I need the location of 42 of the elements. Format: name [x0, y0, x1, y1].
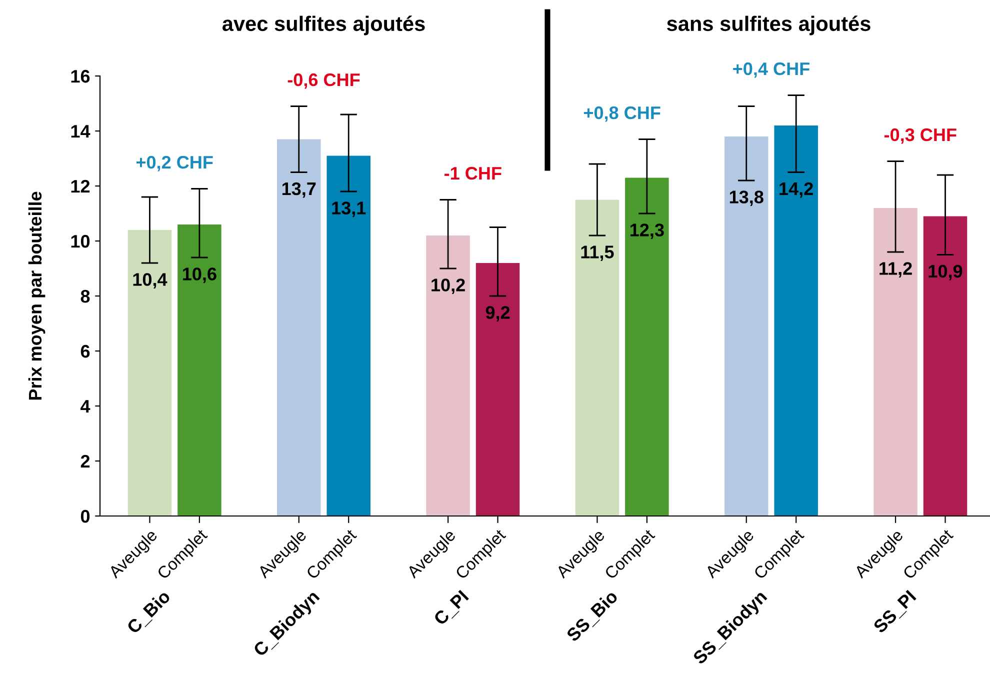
y-tick-label: 4 [80, 400, 90, 413]
y-tick-label: 8 [80, 290, 90, 303]
data-label: 13,8 [730, 190, 764, 206]
bar [277, 139, 321, 516]
text: avec sulfites ajoutés [222, 16, 425, 36]
bar [625, 178, 669, 516]
data-label: 12,3 [630, 224, 664, 240]
data-label: 13,1 [332, 202, 366, 218]
y-tick-label: 0 [80, 510, 90, 523]
bar [128, 230, 172, 516]
y-tick-label: 6 [80, 344, 90, 358]
data-label: 11,5 [581, 246, 614, 262]
y-tick-label: 10 [71, 234, 90, 248]
annotation: -1 CHF [444, 166, 502, 180]
data-label: 10,2 [432, 278, 465, 294]
bar [476, 263, 520, 516]
bar [923, 216, 968, 516]
annotation: -0,3 CHF [884, 128, 956, 144]
annotation: +0,8 CHF [584, 106, 660, 122]
bar [178, 224, 222, 516]
bar [575, 200, 620, 516]
bar [326, 156, 370, 516]
data-label: 13,7 [282, 182, 316, 198]
bar [724, 136, 768, 516]
bar [426, 236, 470, 516]
bar [774, 126, 818, 516]
data-label: 11,2 [880, 262, 912, 278]
bar [874, 208, 918, 516]
annotation: +0,2 CHF [136, 156, 213, 172]
data-label: 10,6 [183, 268, 216, 284]
data-label: 14,2 [780, 182, 813, 198]
data-label: 10,9 [928, 264, 962, 280]
data-label: 9,2 [486, 306, 510, 322]
y-axis-title: Prix moyen par bouteille [28, 192, 46, 400]
annotation: +0,4 CHF [733, 62, 810, 78]
data-label: 10,4 [133, 273, 168, 289]
y-tick-label: 2 [80, 454, 90, 468]
text: sans sulfites ajoutés [667, 16, 870, 36]
annotation: -0,6 CHF [288, 73, 360, 89]
y-tick-label: 12 [71, 180, 90, 193]
y-tick-label: 16 [71, 70, 90, 83]
y-tick-label: 14 [71, 125, 90, 138]
